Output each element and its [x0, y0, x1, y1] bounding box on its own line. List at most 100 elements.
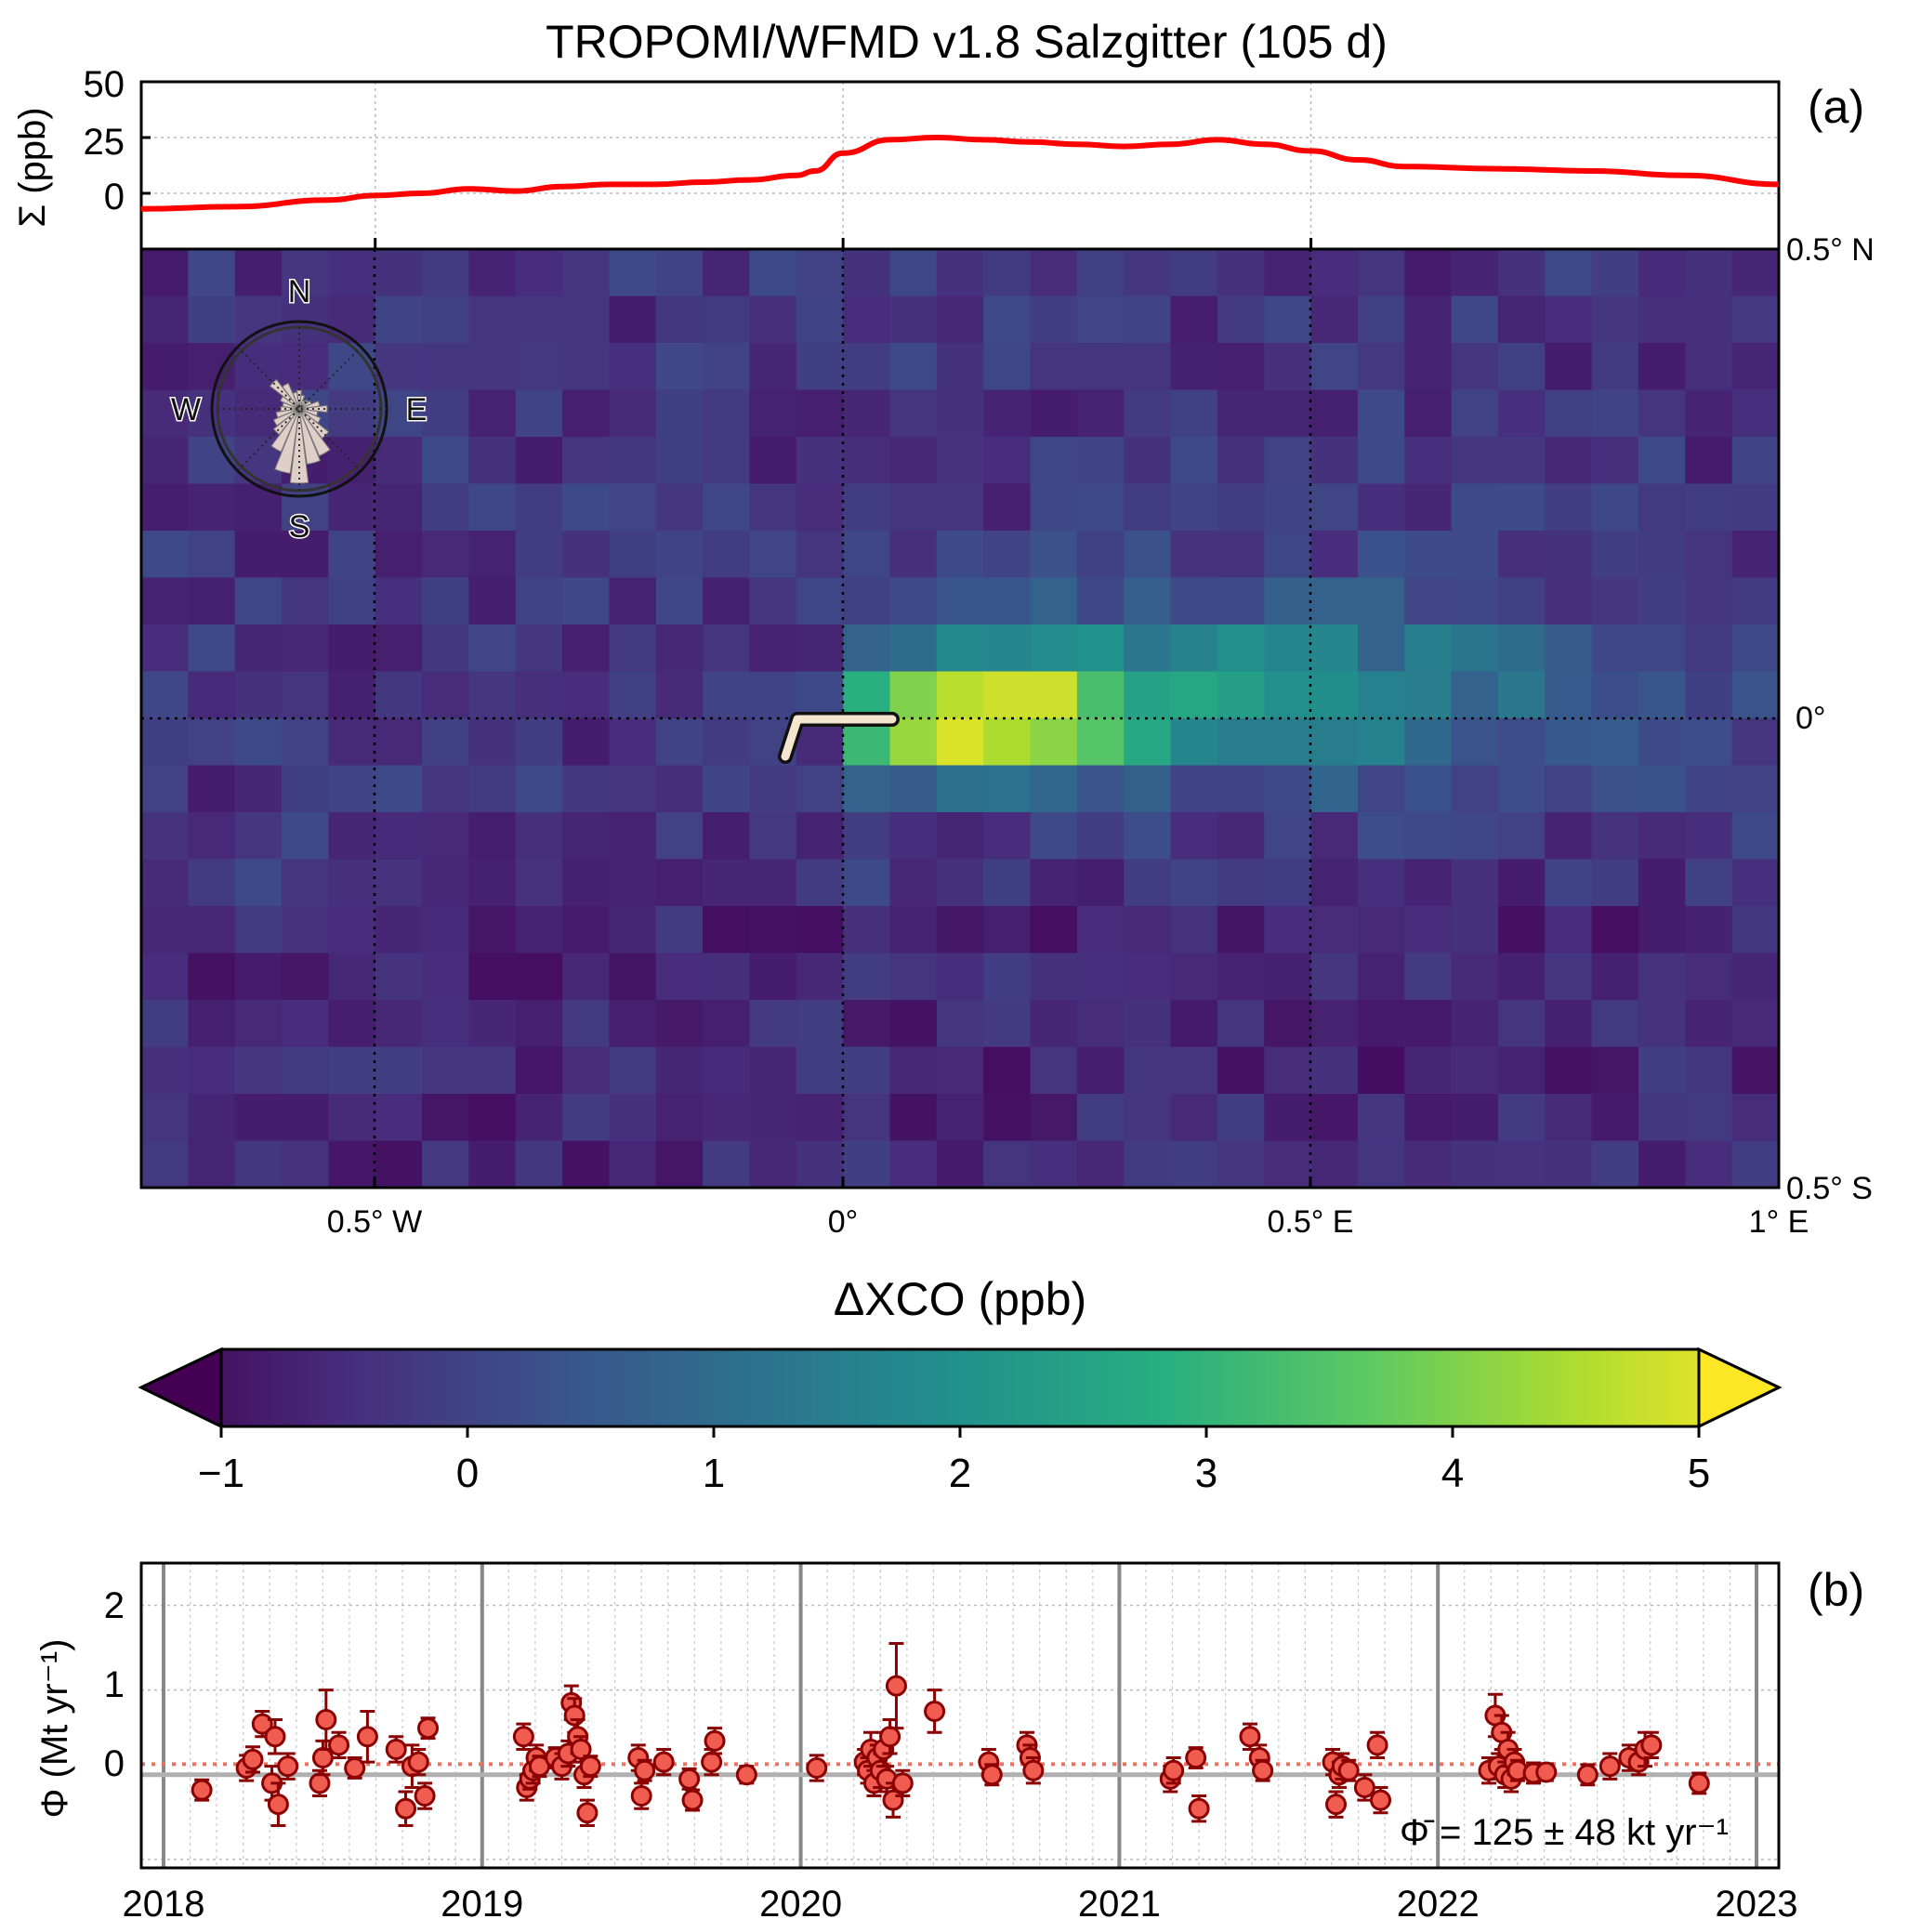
heatmap-cell [1170, 859, 1218, 907]
heatmap-cell [843, 1046, 891, 1095]
heatmap-cell [936, 1046, 984, 1095]
heatmap-cell [1217, 718, 1265, 767]
heatmap-cell [1731, 953, 1780, 1001]
heatmap-cell [749, 1140, 797, 1189]
map-ytick-05s: 0.5° S [1786, 1171, 1873, 1206]
heatmap-cell [1451, 624, 1499, 673]
heatmap-cell [655, 1094, 704, 1142]
wind-rose-wedge [270, 408, 300, 453]
heatmap-cell [328, 718, 376, 767]
heatmap-cell [1404, 1000, 1453, 1048]
heatmap-cell [889, 718, 938, 767]
heatmap-cell [889, 249, 938, 297]
heatmap-cell [889, 1000, 938, 1048]
heatmap-cell [1497, 296, 1546, 344]
heatmap-cell [1638, 718, 1686, 767]
wind-rose-w: W [171, 392, 201, 427]
heatmap-cell [328, 1046, 376, 1095]
heatmap-cell [1030, 624, 1078, 673]
heatmap-cell [655, 249, 704, 297]
flux-point [529, 1755, 551, 1779]
heatmap-cell [1545, 1094, 1593, 1142]
heatmap-cell [375, 859, 423, 907]
flux-point [1188, 1794, 1210, 1823]
heatmap-cell [749, 483, 797, 532]
panel-label-b: (b) [1808, 1564, 1864, 1616]
heatmap-cell [328, 624, 376, 673]
heatmap-cell [375, 249, 423, 297]
heatmap-cell [703, 812, 751, 861]
heatmap-cell [1124, 906, 1172, 954]
heatmap-cell [1591, 343, 1639, 391]
heatmap-cell [1404, 765, 1453, 813]
heatmap-cell [1545, 483, 1593, 532]
heatmap-cell [609, 389, 657, 438]
flux-point [414, 1781, 436, 1810]
heatmap-cell [843, 343, 891, 391]
heatmap-cell [1404, 671, 1453, 719]
heatmap-cell [1685, 953, 1733, 1001]
heatmap-cell [1310, 577, 1359, 625]
heatmap-cell [609, 249, 657, 297]
heatmap-cell [749, 437, 797, 485]
heatmap-cell [843, 437, 891, 485]
heatmap-cell [1357, 483, 1405, 532]
heatmap-cell [889, 1046, 938, 1095]
flux-point [1688, 1771, 1710, 1795]
heatmap-cell [1124, 483, 1172, 532]
heatmap-cell [1264, 343, 1312, 391]
heatmap-cell [562, 437, 611, 485]
heatmap-cell [1638, 765, 1686, 813]
heatmap-cell [282, 671, 329, 719]
flux-point [630, 1781, 652, 1810]
heatmap-cell [936, 296, 984, 344]
heatmap-cell [562, 1046, 611, 1095]
heatmap-cell [1310, 624, 1359, 673]
top-ytick-25: 25 [84, 122, 125, 163]
heatmap-cell [1124, 1094, 1172, 1142]
heatmap-cell [1591, 1000, 1639, 1048]
wind-rose-n: N [288, 274, 311, 309]
heatmap-cell [562, 671, 611, 719]
heatmap-cell [468, 765, 517, 813]
heatmap-cell [282, 859, 329, 907]
heatmap-cell [749, 343, 797, 391]
heatmap-cell [796, 531, 844, 579]
heatmap-cell [515, 718, 563, 767]
heatmap-cell [422, 953, 469, 1001]
heatmap-cell [796, 343, 844, 391]
heatmap-cell [188, 531, 236, 579]
heatmap-cell [282, 1000, 329, 1048]
heatmap-cell [1497, 1000, 1546, 1048]
heatmap-cell [1451, 343, 1499, 391]
heatmap-cell [1451, 1000, 1499, 1048]
heatmap-cell [843, 389, 891, 438]
heatmap-cell [1124, 1000, 1172, 1048]
flux-point [1507, 1758, 1529, 1782]
heatmap-cell [328, 812, 376, 861]
heatmap-cell [1357, 765, 1405, 813]
heatmap-cell [515, 296, 563, 344]
heatmap-cell [843, 296, 891, 344]
heatmap-cell [328, 1094, 376, 1142]
heatmap-cell [141, 1046, 189, 1095]
heatmap-cell [1731, 1140, 1780, 1189]
flux-point [704, 1727, 726, 1755]
heatmap-cell [422, 1000, 469, 1048]
heatmap-cell [282, 1046, 329, 1095]
heatmap-cell [1030, 859, 1078, 907]
heatmap-cell [703, 343, 751, 391]
heatmap-cell [328, 249, 376, 297]
heatmap-cell [1217, 343, 1265, 391]
heatmap-cell [1731, 624, 1780, 673]
wind-rose-wedges [269, 378, 331, 484]
heatmap-cell [1591, 531, 1639, 579]
heatmap-cell [1310, 531, 1359, 579]
flux-point [1576, 1763, 1599, 1787]
flux-point [980, 1763, 1003, 1787]
heatmap-cell [1124, 812, 1172, 861]
heatmap-cell [1497, 1094, 1546, 1142]
heatmap-cell [1170, 1094, 1218, 1142]
heatmap-cell [1030, 1094, 1078, 1142]
heatmap-cell [655, 1046, 704, 1095]
